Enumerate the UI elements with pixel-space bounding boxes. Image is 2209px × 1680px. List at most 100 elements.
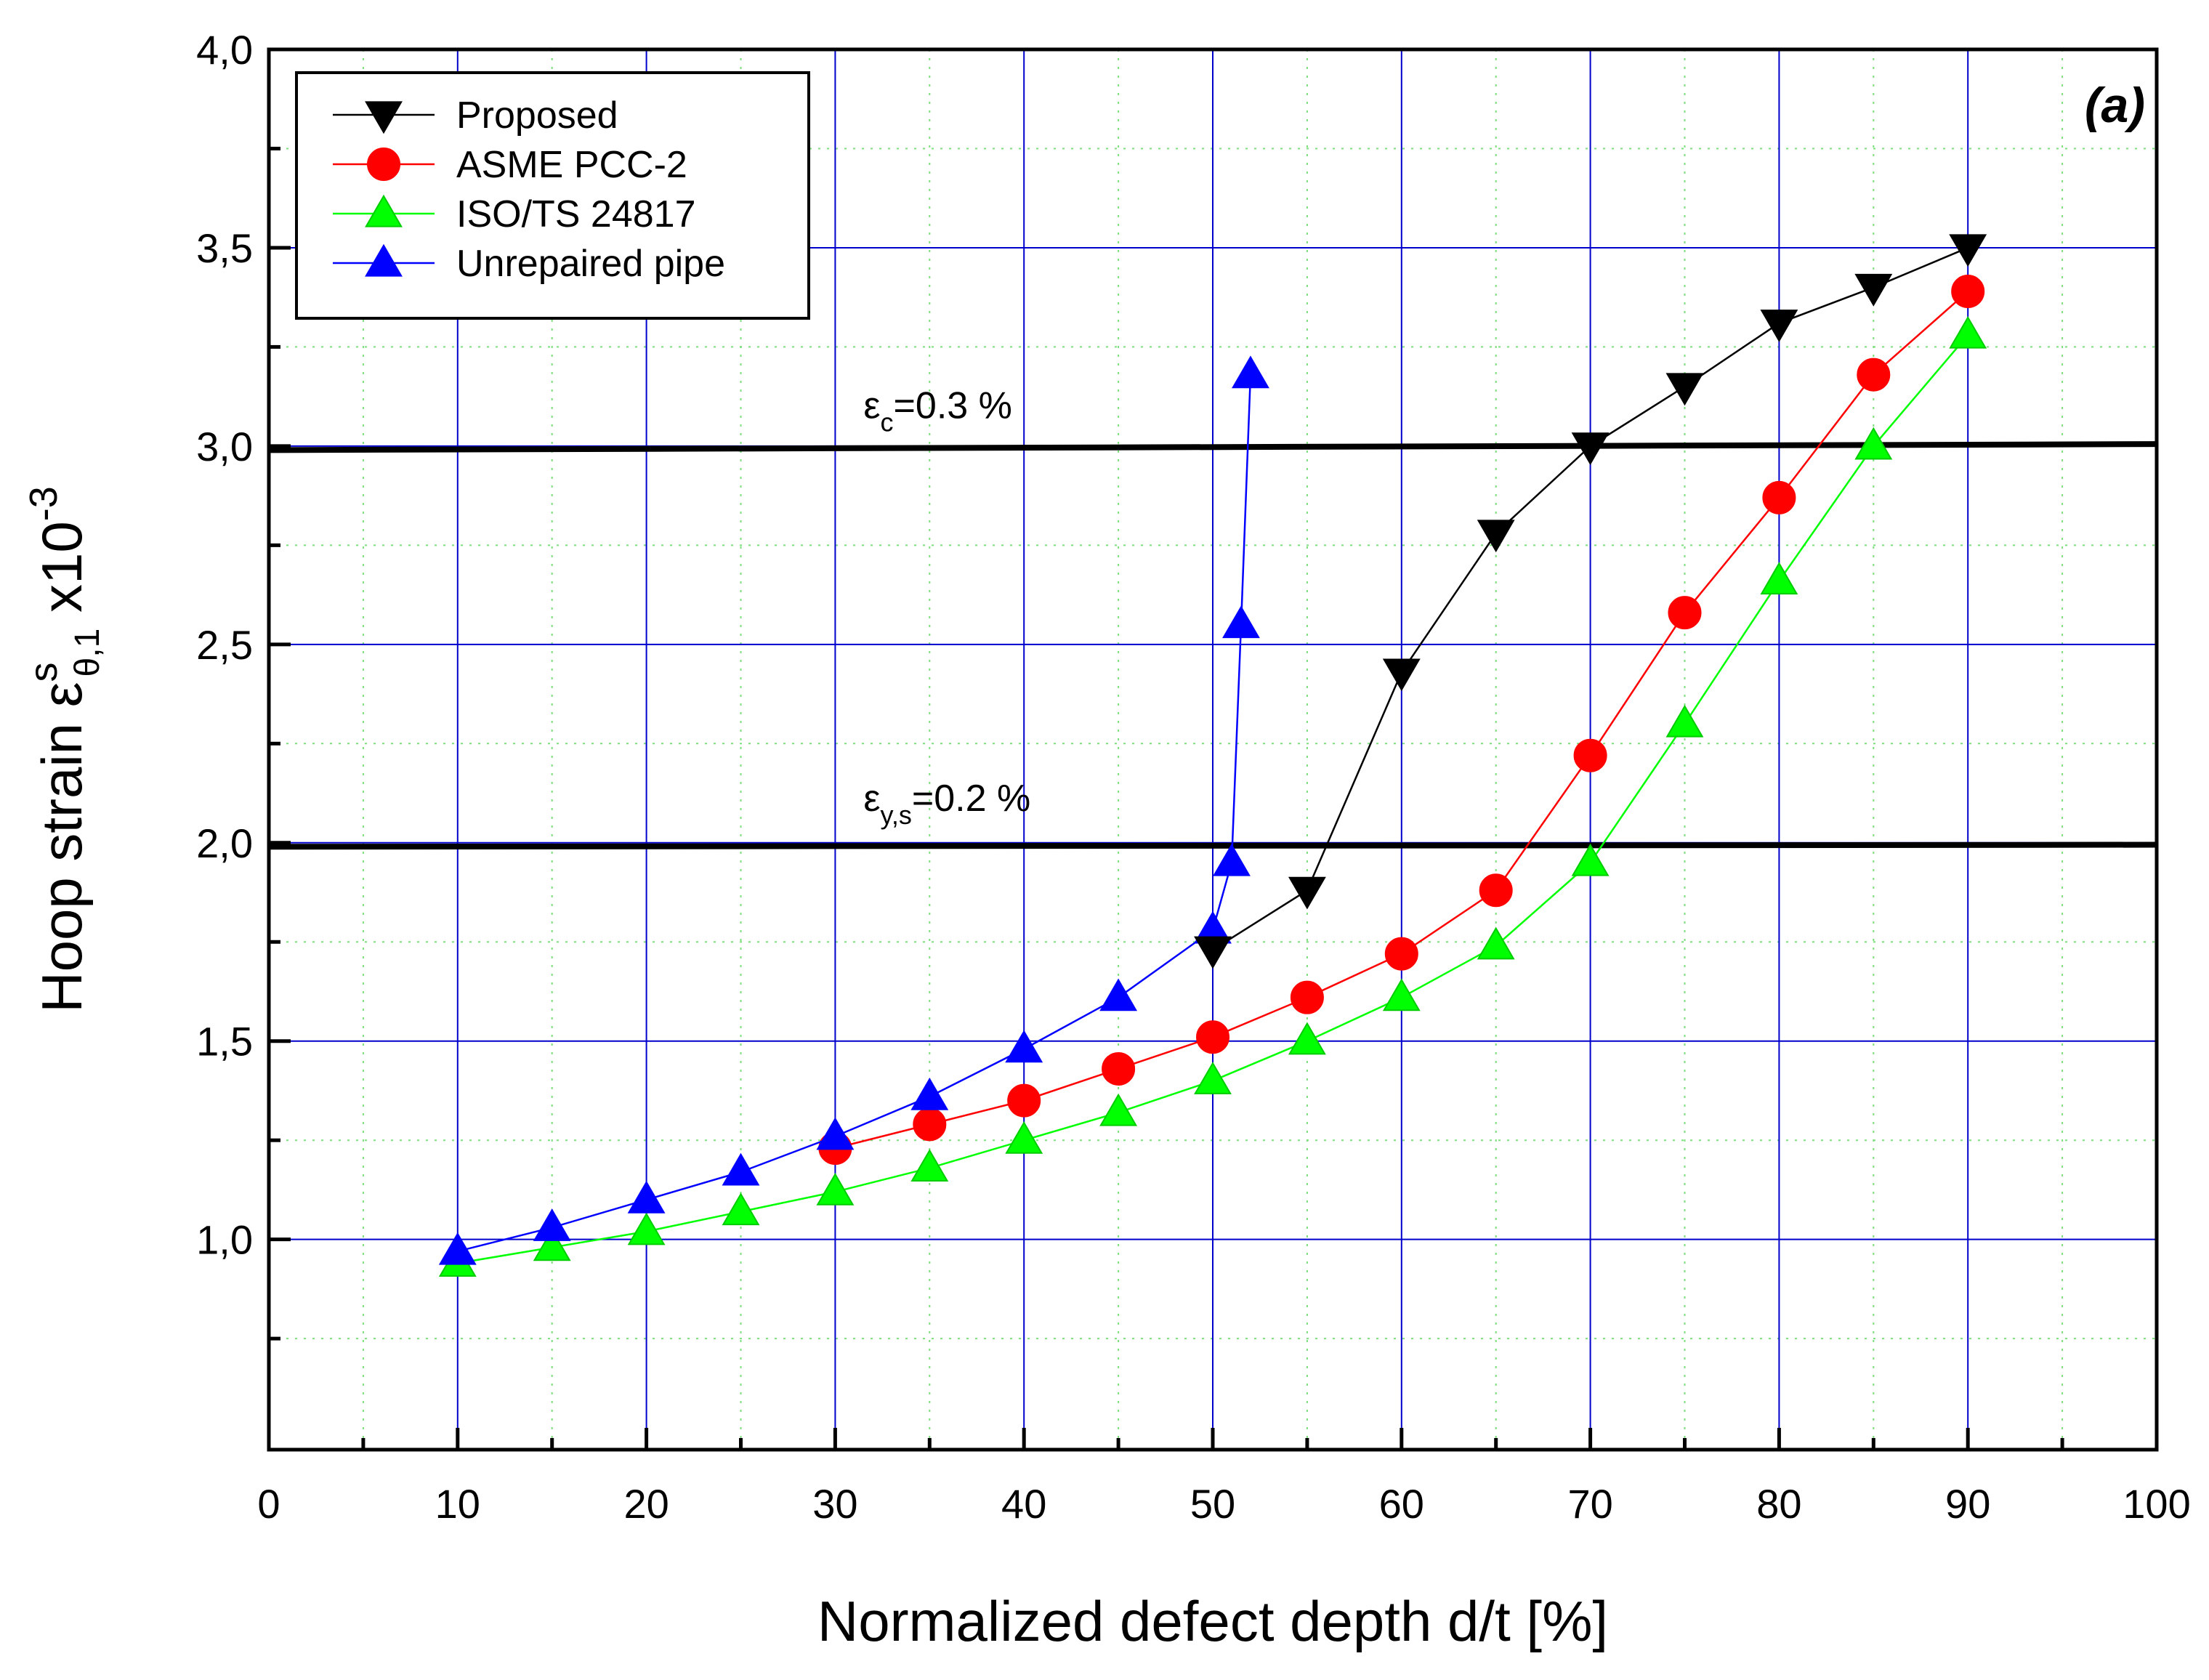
y-tick-label: 3,0 [196,424,253,469]
y-axis-title-main: Hoop strain ε [30,682,94,1012]
series-unrepaired-pipe [438,355,1269,1265]
x-tick-label: 40 [1001,1481,1046,1527]
reference-line-label: εy,s=0.2 % [863,778,1030,830]
data-point [910,1077,949,1110]
x-tick-label: 90 [1945,1481,1990,1527]
data-point [1222,605,1260,639]
x-tick-label: 30 [812,1481,857,1527]
y-axis-title: Hoop strain εsθ,1 x10-3 [22,486,107,1013]
data-point [1099,1093,1138,1126]
data-point [816,1117,855,1150]
reference-label-subscript: c [881,408,894,437]
data-point [1288,1022,1326,1055]
data-point [1477,520,1515,553]
data-point [1857,358,1891,392]
y-axis-title-suffix: x10 [30,521,94,628]
data-point [1951,274,1985,308]
x-tick-label: 70 [1567,1481,1612,1527]
legend-marker [365,243,403,277]
series-iso-ts-24817 [438,315,1987,1277]
legend-item: Unrepaired pipe [333,243,725,285]
reference-label-symbol: ε [863,778,880,820]
x-tick-label: 100 [2123,1481,2190,1527]
data-point [1213,843,1251,876]
y-tick-label: 2,0 [196,820,253,866]
data-point [1854,427,1893,460]
x-tick-label: 60 [1379,1481,1424,1527]
data-point [533,1228,571,1261]
y-axis-title-subscript: θ,1 [68,629,107,677]
data-point [1949,315,1987,349]
y-tick-label: 1,0 [196,1217,253,1263]
data-point [1005,1121,1043,1154]
legend-marker [365,194,403,227]
x-axis: 0 10 20 30 40 50 60 70 80 90 100 [257,1428,2191,1527]
data-point [627,1212,666,1245]
legend-label: ISO/TS 24817 [456,193,696,235]
y-axis-title-exponent: -3 [22,486,65,521]
data-point [722,1152,760,1186]
legend-label: Proposed [456,94,618,137]
x-tick-label: 20 [623,1481,669,1527]
data-point [1665,704,1704,738]
x-axis-title: Normalized defect depth d/t [%] [817,1589,1608,1653]
reference-label-value: =0.2 % [912,778,1030,820]
y-axis: 1,0 1,5 2,0 2,5 3,0 3,5 4,0 [196,27,291,1341]
panel-label: (a) [2085,78,2145,133]
y-tick-label: 4,0 [196,27,253,73]
data-point [1760,562,1798,595]
y-tick-label: 2,5 [196,622,253,668]
data-point [1290,980,1324,1014]
data-point [913,1107,947,1142]
data-point [1571,843,1610,876]
data-point [1949,234,1987,267]
legend-item: Proposed [333,94,618,137]
x-tick-label: 80 [1756,1481,1801,1527]
data-point [1194,936,1232,969]
series-layer [438,234,1987,1277]
legend-marker [365,101,403,134]
data-point [1005,1030,1043,1063]
x-tick-label: 10 [435,1481,480,1527]
series-proposed [1194,234,1987,969]
legend-item: ASME PCC-2 [333,144,687,186]
data-point [1102,1051,1136,1086]
data-point [722,1192,760,1226]
data-point [1007,1083,1041,1118]
legend-label: ASME PCC-2 [456,144,687,186]
data-point [1232,355,1269,389]
reference-label-subscript: y,s [881,800,912,830]
x-tick-label: 0 [257,1481,280,1527]
svg-text:Hoop strain εsθ,1 x10-3: Hoop strain εsθ,1 x10-3 [22,486,107,1013]
y-tick-label: 1,5 [196,1019,253,1065]
data-point [1665,373,1704,406]
data-point [1099,978,1138,1011]
data-point [1477,926,1515,960]
data-point [533,1208,571,1241]
data-point [1384,937,1418,971]
data-point [1762,480,1796,514]
data-point [1194,1062,1232,1094]
x-tick-label: 50 [1190,1481,1235,1527]
reference-line [268,841,2157,850]
legend-label: Unrepaired pipe [456,243,725,285]
reference-label-value: =0.3 % [894,385,1012,427]
series-line [457,374,1252,1253]
data-point [1382,658,1421,692]
data-point [910,1149,949,1182]
legend: Proposed ASME PCC-2 ISO/TS 24817 Unrepaired… [295,71,810,320]
data-point [1571,432,1610,466]
legend-item: ISO/TS 24817 [333,193,696,235]
data-point [1854,273,1893,307]
reference-line [268,441,2157,453]
y-axis-title-superscript: s [22,662,65,682]
y-tick-label: 3,5 [196,225,253,271]
reference-line-label: εc=0.3 % [863,385,1012,437]
data-point [1288,876,1326,910]
data-point [1668,596,1702,630]
data-point [816,1172,855,1206]
reference-lines: εc=0.3 %εy,s=0.2 % [268,385,2157,850]
reference-label-symbol: ε [863,385,880,427]
data-point [1573,738,1607,772]
